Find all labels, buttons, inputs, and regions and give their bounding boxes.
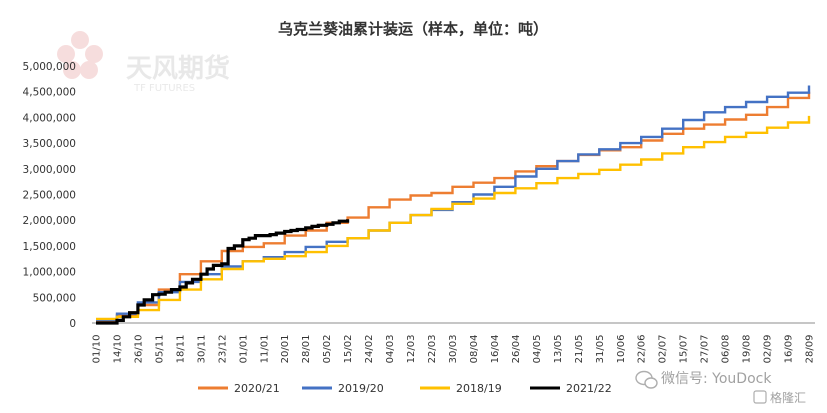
wechat-id: 微信号: YouDock [661, 371, 772, 387]
x-tick-label: 21/05 [574, 335, 585, 364]
y-tick-label: 3,000,000 [23, 164, 76, 176]
y-axis-ticks: 0 500,000 1,000,000 1,500,000 2,000,000 2,500… [23, 61, 76, 330]
x-tick-label: 05/11 [154, 335, 165, 364]
y-tick-label: 4,000,000 [23, 112, 76, 124]
legend-label: 2020/21 [234, 382, 280, 395]
watermark-logo-cn: 天风期货 [126, 53, 230, 84]
flower-icon [57, 31, 103, 79]
y-tick-label: 1,000,000 [23, 267, 76, 279]
watermark-logo-en: TF FUTURES [133, 83, 195, 94]
y-tick-label: 2,500,000 [23, 190, 76, 202]
y-tick-label: 5,000,000 [23, 61, 76, 73]
y-tick-label: 500,000 [33, 292, 76, 304]
x-tick-label: 11/01 [259, 335, 270, 364]
x-tick-label: 04/03 [385, 335, 396, 364]
x-tick-label: 05/02 [322, 335, 333, 364]
x-tick-label: 04/05 [532, 335, 543, 364]
x-tick-label: 31/05 [595, 335, 606, 364]
x-tick-label: 22/03 [427, 335, 438, 364]
wechat-icon [635, 370, 658, 389]
x-tick-label: 15/07 [679, 335, 690, 364]
x-tick-label: 16/09 [784, 335, 795, 364]
x-tick-label: 30/11 [196, 335, 207, 364]
bottom-watermark: 微信号: YouDock 格隆汇 [635, 370, 806, 405]
y-tick-label: 3,500,000 [23, 138, 76, 150]
y-tick-label: 0 [69, 318, 76, 330]
legend-label: 2019/20 [338, 382, 384, 395]
x-tick-label: 06/08 [721, 335, 732, 364]
x-tick-label: 20/01 [280, 335, 291, 364]
x-tick-label: 08/04 [469, 335, 480, 364]
x-tick-label: 30/03 [448, 335, 459, 364]
x-tick-label: 02/09 [763, 335, 774, 364]
x-tick-label: 01/01 [238, 335, 249, 364]
y-tick-label: 2,000,000 [23, 215, 76, 227]
brand-name: 格隆汇 [770, 390, 806, 405]
x-tick-label: 14/10 [112, 335, 123, 364]
x-tick-label: 23/12 [217, 335, 228, 364]
y-tick-label: 4,500,000 [23, 87, 76, 99]
x-tick-label: 02/07 [658, 335, 669, 364]
x-tick-label: 18/11 [175, 335, 186, 364]
x-tick-label: 16/04 [490, 335, 501, 364]
x-tick-label: 26/10 [133, 335, 144, 364]
series-line-2018-19 [96, 115, 811, 321]
legend-label: 2021/22 [566, 382, 612, 395]
x-tick-label: 26/04 [511, 335, 522, 364]
x-tick-label: 28/01 [301, 335, 312, 364]
x-tick-label: 13/05 [553, 335, 564, 364]
chart-title: 乌克兰葵油累计装运（样本，单位：吨） [278, 20, 548, 38]
watermark-logo: 天风期货 TF FUTURES [57, 31, 230, 94]
x-tick-label: 19/08 [742, 335, 753, 364]
series-line-2021-22 [96, 219, 350, 325]
brand-logo-icon [753, 390, 767, 404]
x-tick-label: 10/06 [616, 335, 627, 364]
x-tick-label: 22/06 [637, 335, 648, 364]
y-tick-label: 1,500,000 [23, 241, 76, 253]
x-tick-label: 15/02 [343, 335, 354, 364]
x-tick-label: 24/02 [364, 335, 375, 364]
x-axis-ticks: 01/10 14/10 26/10 05/11 18/11 30/11 23/12 01/01… [92, 335, 816, 364]
x-tick-label: 27/07 [700, 335, 711, 364]
legend-label: 2018/19 [456, 382, 502, 395]
series-line-2020-21 [96, 91, 811, 322]
legend: 2020/21 2019/20 2018/19 2021/22 [198, 382, 612, 395]
series-layer [96, 85, 811, 325]
x-tick-label: 12/03 [406, 335, 417, 364]
x-tick-label: 01/10 [92, 335, 103, 364]
x-tick-label: 28/09 [805, 335, 816, 364]
